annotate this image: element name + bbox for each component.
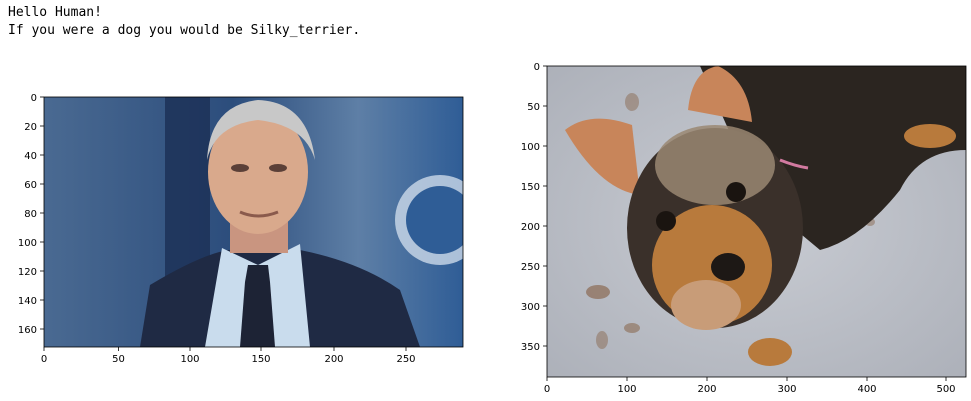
dog-xtick-0: 0 [544, 384, 550, 395]
dog-xtick-100: 100 [617, 384, 636, 395]
prediction-line: If you were a dog you would be Silky_ter… [8, 23, 361, 38]
dog-xtick-200: 200 [697, 384, 716, 395]
dog-ytick-250: 250 [521, 262, 540, 273]
human-ytick-100: 100 [18, 238, 37, 249]
human-xtick-250: 250 [396, 354, 415, 365]
dog-ytick-50: 50 [527, 102, 540, 113]
human-x-ticks [43, 347, 407, 351]
cell-output: Hello Human! If you were a dog you would… [8, 4, 360, 40]
human-ytick-140: 140 [18, 296, 37, 307]
human-ytick-80: 80 [24, 209, 37, 220]
dog-ytick-150: 150 [521, 182, 540, 193]
dog-x-tick-labels: 0 100 200 300 400 500 [544, 384, 956, 395]
dog-ytick-0: 0 [534, 62, 540, 73]
dog-xtick-400: 400 [857, 384, 876, 395]
human-x-tick-labels: 0 50 100 150 200 250 [41, 354, 416, 365]
human-image [43, 96, 464, 348]
dog-y-ticks [543, 65, 547, 347]
dog-ytick-200: 200 [521, 222, 540, 233]
dog-image [546, 65, 967, 378]
dog-ytick-350: 350 [521, 342, 540, 353]
human-y-tick-labels: 0 20 40 60 80 100 120 140 160 [18, 93, 37, 336]
human-xtick-100: 100 [180, 354, 199, 365]
dog-ytick-300: 300 [521, 302, 540, 313]
greeting-line: Hello Human! [8, 5, 102, 20]
human-xtick-150: 150 [251, 354, 270, 365]
human-ytick-0: 0 [31, 93, 37, 104]
human-xtick-50: 50 [112, 354, 125, 365]
human-ytick-120: 120 [18, 267, 37, 278]
human-ytick-40: 40 [24, 151, 37, 162]
human-ytick-60: 60 [24, 180, 37, 191]
human-xtick-200: 200 [324, 354, 343, 365]
dog-x-ticks [546, 377, 947, 381]
human-ytick-160: 160 [18, 325, 37, 336]
dog-xtick-500: 500 [936, 384, 955, 395]
dog-xtick-300: 300 [777, 384, 796, 395]
dog-ytick-100: 100 [521, 142, 540, 153]
human-ytick-20: 20 [24, 122, 37, 133]
dog-y-tick-labels: 0 50 100 150 200 250 300 350 [521, 62, 540, 353]
human-y-ticks [40, 96, 44, 330]
human-xtick-0: 0 [41, 354, 47, 365]
